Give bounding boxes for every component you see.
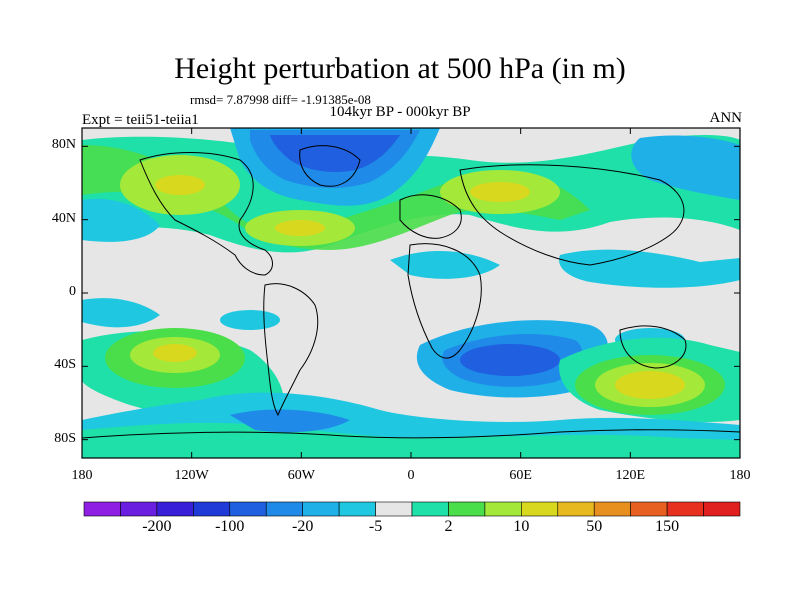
colorbar-swatch: [448, 501, 486, 517]
colorbar-swatch: [593, 501, 631, 517]
lon-label: 0: [407, 468, 415, 483]
lon-label: 120W: [174, 468, 209, 483]
lon-label: 120E: [615, 468, 646, 483]
colorbar-label: 150: [655, 518, 680, 535]
north-atlantic-core: [275, 220, 325, 236]
colorbar-label: -100: [215, 518, 245, 535]
south-australia-core: [615, 371, 685, 399]
colorbar-swatch: [703, 501, 741, 517]
asia-coast: [459, 164, 685, 266]
lat-label: 80S: [54, 430, 76, 446]
subtitle: 104kyr BP - 000kyr BP: [329, 104, 471, 120]
north-pacific-core: [155, 175, 205, 195]
colorbar-label: 2: [444, 518, 453, 535]
lat-label: 40S: [54, 357, 76, 373]
north-america-coast: [139, 152, 273, 276]
colorbar-swatch: [156, 501, 194, 517]
colorbar-swatch: [302, 501, 340, 517]
longitude-ticks: [81, 128, 741, 458]
lat-label: 40N: [51, 210, 76, 226]
colorbar-swatch: [193, 501, 231, 517]
colorbar-swatch: [666, 501, 704, 517]
greenland-coast: [299, 145, 361, 187]
colorbar-swatch: [229, 501, 267, 517]
colorbar-swatch: [411, 501, 449, 517]
colorbar-swatch: [375, 501, 413, 517]
south-pacific-core: [153, 344, 197, 362]
antarctica-coast: [82, 429, 740, 439]
colorbar-swatch: [484, 501, 522, 517]
lat-label: 80N: [51, 137, 76, 153]
eurasia-core: [470, 182, 530, 202]
australia-coast: [619, 325, 687, 369]
colorbar-swatch: [557, 501, 595, 517]
colorbar-swatch: [630, 501, 668, 517]
page-title: Height perturbation at 500 hPa (in m): [174, 52, 626, 85]
tropical-negative-3: [82, 298, 160, 328]
arctic-trough-core: [270, 135, 400, 172]
lon-label: 180: [729, 468, 751, 483]
colorbar-label: -200: [142, 518, 172, 535]
colorbar-label: 50: [586, 518, 603, 535]
lat-label: 0: [69, 284, 76, 299]
colorbar-label: -20: [291, 518, 314, 535]
colorbar-swatch: [120, 501, 158, 517]
pacific-trough-east: [631, 135, 740, 200]
lon-label: 60E: [509, 468, 532, 483]
antarctic-trough-core: [230, 409, 350, 433]
season-label: ANN: [709, 110, 743, 126]
tropical-negative-2: [559, 249, 740, 288]
coastlines: [82, 145, 740, 439]
colorbar-swatch: [338, 501, 376, 517]
latitude-ticks: [82, 145, 740, 441]
colorbar-swatch: [83, 501, 121, 517]
colorbar-swatch: [265, 501, 303, 517]
lon-label: 60W: [287, 468, 315, 483]
colorbar: [83, 501, 741, 517]
tropical-negative-4: [220, 310, 280, 330]
colorbar-swatch: [521, 501, 559, 517]
contour-field: [82, 128, 740, 458]
tropical-negative-1: [390, 250, 500, 279]
europe-coast: [399, 194, 462, 239]
colorbar-label: -5: [368, 518, 383, 535]
africa-coast: [407, 243, 482, 359]
south-america-coast: [263, 283, 319, 417]
south-indian-trough-core: [460, 344, 560, 376]
experiment-label: Expt = teii51-teiia1: [82, 112, 199, 128]
colorbar-label: 10: [513, 518, 530, 535]
stats-label: rmsd= 7.87998 diff= -1.91385e-08: [190, 92, 371, 107]
lon-label: 180: [71, 468, 93, 483]
pacific-trough-west: [82, 198, 160, 242]
